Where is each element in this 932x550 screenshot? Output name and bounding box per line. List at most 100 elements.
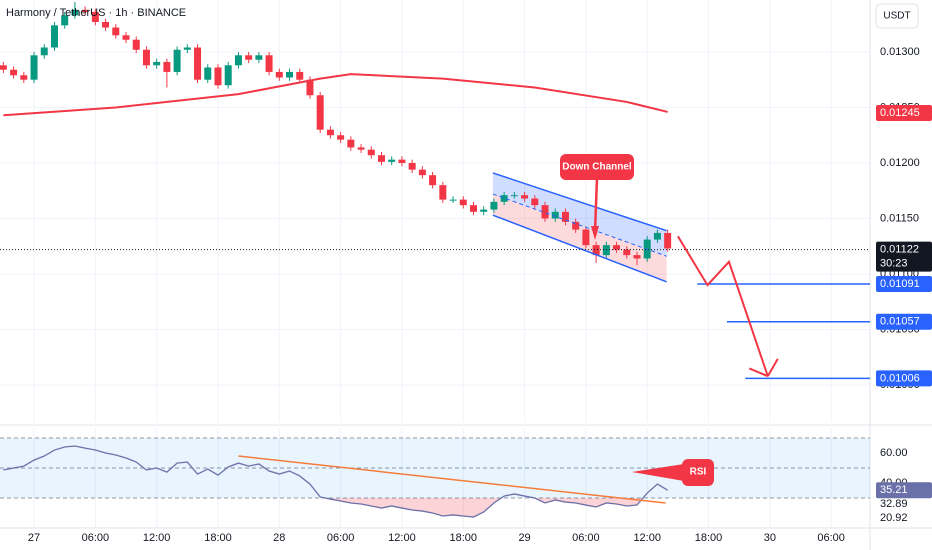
candle-body — [510, 195, 518, 197]
x-tick-label: 18:00 — [695, 532, 723, 544]
x-tick-label: 18:00 — [204, 532, 232, 544]
level-price-tag: 0.01006 — [880, 372, 920, 384]
candle-body — [194, 47, 202, 80]
currency-label: USDT — [883, 11, 910, 22]
candle-body — [183, 47, 191, 50]
rsi-current-box — [876, 482, 932, 499]
candle-body — [500, 195, 508, 202]
x-tick-label: 27 — [28, 532, 40, 544]
candle-body — [337, 135, 345, 140]
moving-average — [3, 73, 668, 117]
candle-body — [61, 15, 69, 26]
level-price-tag-box — [876, 313, 932, 330]
candle-body — [81, 9, 89, 12]
level-price-tag: 0.01057 — [880, 316, 920, 328]
channel-upper — [492, 172, 667, 232]
candle-body — [367, 149, 375, 156]
x-tick-label: 06:00 — [572, 532, 600, 544]
candle-body — [50, 25, 58, 48]
candle-body — [0, 65, 7, 70]
candle-body — [572, 221, 580, 230]
x-tick-label: 12:00 — [143, 532, 171, 544]
candle-body — [286, 71, 294, 78]
x-tick-label: 29 — [518, 532, 530, 544]
rsi-tick-label: 60.00 — [880, 447, 908, 459]
rsi-current-tag: 35.21 — [880, 484, 908, 496]
level-price-tag: 0.01091 — [880, 278, 920, 290]
candle-body — [153, 61, 161, 66]
rsi-extra-tag: 20.92 — [880, 512, 908, 524]
candle-body — [602, 245, 610, 256]
candle-body — [561, 211, 569, 222]
countdown-tag: 30:23 — [880, 257, 908, 269]
candle-body — [480, 209, 488, 212]
rsi-band-fill — [0, 438, 870, 499]
y-tick-label: 0.01200 — [880, 157, 920, 169]
candle-body — [326, 129, 334, 136]
rsi-line — [3, 445, 668, 518]
x-tick-label: 30 — [764, 532, 776, 544]
level-price-tag-box — [876, 275, 932, 292]
candle-body — [245, 55, 253, 60]
candle-body — [102, 21, 110, 28]
candle-body — [347, 139, 355, 148]
candle-body — [418, 169, 426, 176]
ma-price-tag: 0.01245 — [880, 107, 920, 119]
rsi-oversold-fill — [3, 498, 668, 518]
x-tick-label: 28 — [273, 532, 285, 544]
candle-body — [439, 185, 447, 200]
channel-lower-fill — [492, 194, 667, 282]
candle-body — [449, 199, 457, 201]
candle-body — [234, 55, 242, 66]
channel-upper-fill — [492, 172, 667, 257]
projection-arrowhead — [748, 367, 769, 378]
candle-body — [531, 198, 539, 206]
level-price-tag-box — [876, 370, 932, 387]
candle-body — [459, 199, 467, 206]
candle-body — [408, 162, 416, 170]
candle-body — [71, 9, 79, 16]
candle-body — [633, 255, 641, 259]
rsi-annotation-label: RSI — [690, 467, 707, 478]
candle-body — [163, 61, 171, 72]
candle-body — [623, 249, 631, 256]
candle-body — [20, 75, 28, 80]
annotation-pointer — [593, 177, 599, 233]
candle-body — [132, 39, 140, 50]
channel-lower — [492, 214, 667, 283]
candle-body — [521, 195, 529, 199]
candle-body — [582, 229, 590, 246]
y-tick-label: 0.01150 — [880, 212, 919, 224]
candle-body — [306, 79, 314, 96]
candle-body — [296, 71, 304, 80]
candle-body — [142, 49, 150, 66]
candle-body — [255, 55, 263, 60]
candle-body — [429, 175, 437, 186]
x-tick-label: 06:00 — [817, 532, 845, 544]
candle-body — [265, 55, 273, 72]
candle-body — [357, 147, 365, 150]
rsi-annotation-pointer — [632, 464, 684, 481]
x-tick-label: 12:00 — [388, 532, 416, 544]
candle-body — [122, 35, 130, 40]
candle-body — [30, 55, 38, 80]
candle-body — [112, 27, 120, 36]
rsi-extra-tag: 32.89 — [880, 498, 908, 510]
x-tick-label: 12:00 — [633, 532, 661, 544]
candle-body — [664, 232, 672, 249]
candle-body — [91, 11, 99, 22]
ma-price-tag-box — [876, 105, 932, 122]
current-price-box — [876, 241, 932, 272]
x-tick-label: 18:00 — [449, 532, 477, 544]
chart-title: Harmony / TetherUS · 1h · BINANCE — [6, 7, 186, 19]
current-price-tag: 0.01122 — [880, 243, 919, 255]
rsi-trendline — [238, 455, 666, 504]
candle-body — [275, 71, 283, 78]
y-tick-label: 0.01300 — [880, 46, 920, 58]
candle-body — [214, 67, 222, 86]
currency-box — [875, 3, 919, 29]
candle-body — [551, 211, 559, 219]
candle-body — [398, 159, 406, 163]
candle-body — [173, 49, 181, 72]
